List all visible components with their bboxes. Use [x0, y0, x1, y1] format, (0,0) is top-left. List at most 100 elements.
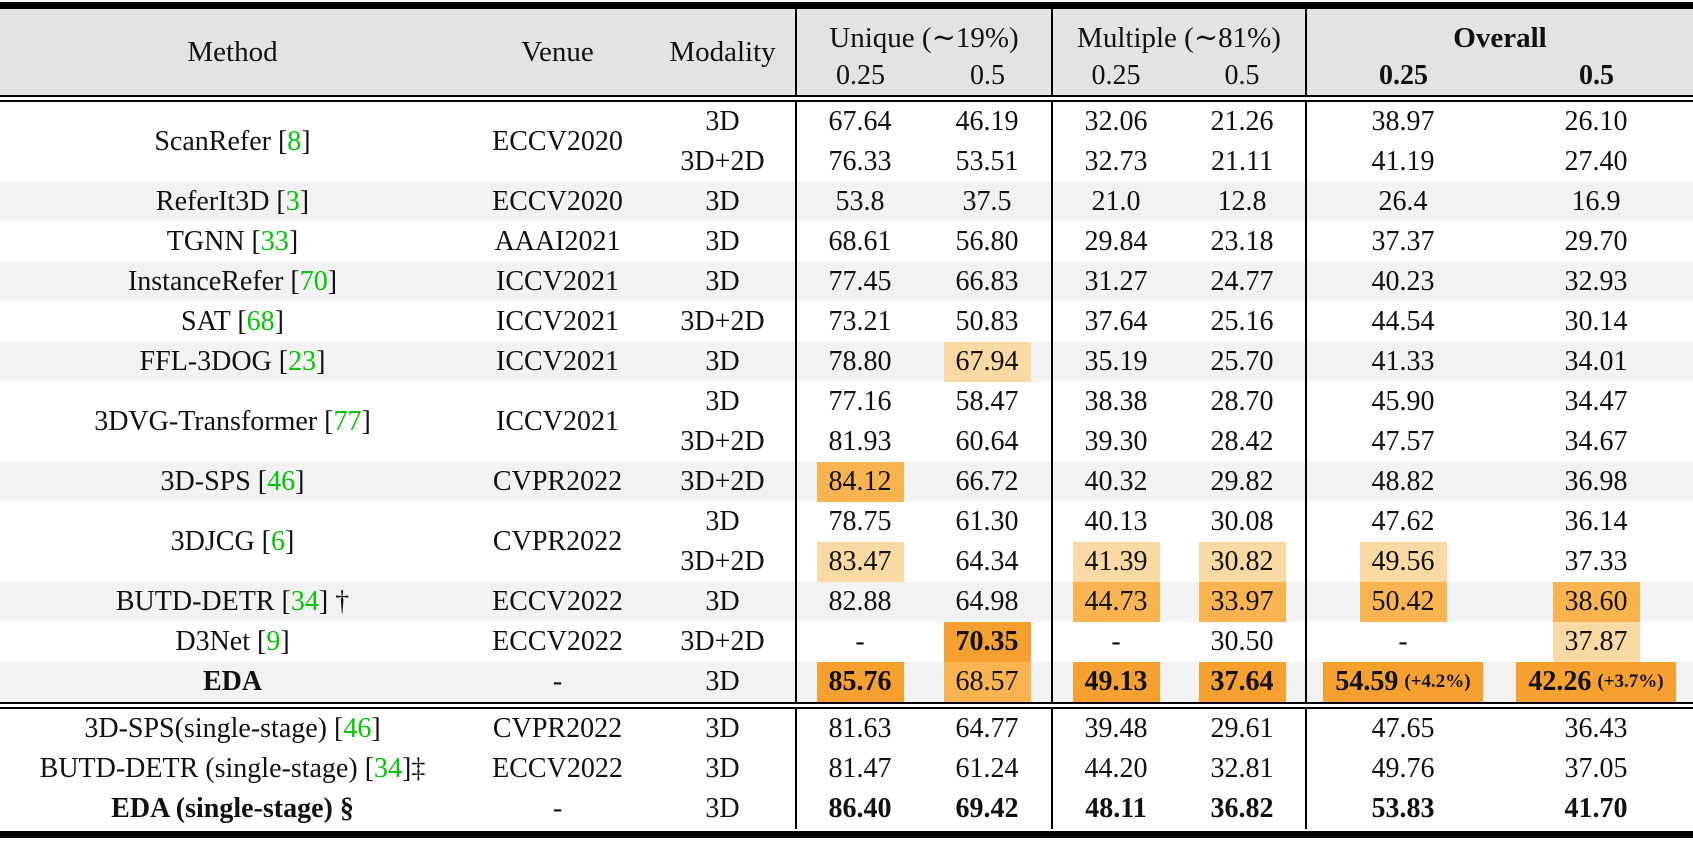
cell-venue: AAAI2021	[494, 226, 621, 257]
cell-value: 26.10	[1564, 106, 1628, 137]
cell-value: 44.73	[1051, 582, 1179, 622]
highlight-box: 38.60	[1552, 582, 1640, 622]
table-subrow: 3D+2D 73.21 50.83 37.64 25.16 44.54 30.14	[650, 302, 1693, 342]
cell-modality: 3D+2D	[680, 146, 765, 177]
highlight-box: 84.12	[816, 462, 904, 502]
highlight-box: 49.13	[1072, 662, 1160, 702]
cell-value: 54.59 (+4.2%)	[1305, 662, 1499, 702]
cell-value: 32.93	[1564, 266, 1628, 297]
col-header-method: Method	[187, 35, 278, 68]
cell-value: 67.94	[923, 342, 1051, 382]
citation-number: 70	[299, 266, 328, 297]
table-row: 3D-SPS(single-stage) [46] CVPR2022 3D 81.63…	[0, 709, 1693, 749]
cell-value: 28.42	[1210, 426, 1274, 457]
cell-value: 58.47	[955, 386, 1019, 417]
col-group-multiple: Multiple (∼81%) 0.25 0.5	[1051, 9, 1305, 95]
cell-value: 84.12	[795, 462, 923, 502]
bottom-rule	[0, 831, 1693, 838]
citation-number: 46	[343, 713, 372, 744]
table-subrow: 3D+2D 83.47 64.34 41.39 30.82 49.56 37.33	[650, 542, 1693, 582]
table-subrow: 3D 67.64 46.19 32.06 21.26 38.97 26.10	[650, 102, 1693, 142]
table-row: SAT [68] ICCV2021 3D+2D 73.21 50.83 37.64 25.1…	[0, 302, 1693, 342]
highlight-box: 70.35	[943, 622, 1031, 662]
cell-value: 53.83	[1305, 789, 1499, 829]
cell-value: 64.34	[955, 546, 1019, 577]
gain-note: (+3.7%)	[1597, 671, 1664, 692]
table-subrow: 3D 77.45 66.83 31.27 24.77 40.23 32.93	[650, 262, 1693, 302]
citation-number: 68	[246, 306, 275, 337]
cell-venue: ECCV2022	[492, 626, 623, 657]
col-group-multiple-label: Multiple (∼81%)	[1077, 22, 1281, 54]
cell-modality: 3D+2D	[680, 546, 765, 577]
cell-value: 26.4	[1305, 182, 1499, 222]
col-header-venue: Venue	[521, 35, 594, 68]
cell-method: FFL-3DOG [23]	[139, 346, 326, 377]
cell-value: 56.80	[955, 226, 1019, 257]
cell-value: 30.14	[1564, 306, 1628, 337]
cell-method: EDA (single-stage) §	[111, 793, 354, 824]
cell-modality: 3D+2D	[680, 306, 765, 337]
cell-venue: ECCV2022	[492, 586, 623, 617]
cell-venue: ICCV2021	[496, 266, 619, 297]
cell-value: 24.77	[1210, 266, 1274, 297]
cell-modality: 3D	[705, 713, 740, 744]
cell-value: 30.82	[1179, 542, 1305, 582]
highlight-box: 85.76	[816, 662, 904, 702]
cell-method: ReferIt3D [3]	[155, 186, 310, 217]
table-row: ScanRefer [8] ECCV2020 3D 67.64 46.19 32.06 21…	[0, 102, 1693, 182]
col-header-overall-05: 0.5	[1579, 60, 1614, 91]
cell-value: 76.33	[795, 142, 923, 182]
highlight-box: 44.73	[1072, 582, 1160, 622]
cell-value: 66.83	[955, 266, 1019, 297]
gain-note: (+4.2%)	[1404, 671, 1471, 692]
table-body-two-stage: ScanRefer [8] ECCV2020 3D 67.64 46.19 32.06 21…	[0, 102, 1693, 702]
cell-value: 36.14	[1564, 506, 1628, 537]
cell-value: 40.23	[1305, 262, 1499, 302]
cell-method: 3DVG-Transformer [77]	[94, 406, 371, 437]
cell-value: 48.82	[1305, 462, 1499, 502]
cell-value: 81.47	[795, 749, 923, 789]
table-subrow: 3D 77.16 58.47 38.38 28.70 45.90 34.47	[650, 382, 1693, 422]
cell-modality: 3D	[705, 266, 740, 297]
cell-value: 29.84	[1051, 222, 1179, 262]
cell-method: D3Net [9]	[175, 626, 290, 657]
table-row: TGNN [33] AAAI2021 3D 68.61 56.80 29.84 23.18 3…	[0, 222, 1693, 262]
cell-value: 37.87	[1499, 622, 1693, 662]
cell-method: EDA	[202, 666, 263, 697]
cell-value: 35.19	[1051, 342, 1179, 382]
cell-venue: ICCV2021	[496, 406, 619, 437]
col-header-multiple-05: 0.5	[1224, 60, 1260, 91]
cell-value: 39.48	[1051, 709, 1179, 749]
cell-value: 44.54	[1305, 302, 1499, 342]
cell-modality: 3D+2D	[680, 426, 765, 457]
highlight-box: 54.59 (+4.2%)	[1323, 662, 1483, 702]
cell-value: 69.42	[955, 793, 1019, 824]
table-row: FFL-3DOG [23] ICCV2021 3D 78.80 67.94 35.19 25…	[0, 342, 1693, 382]
table-subrow: 3D 86.40 69.42 48.11 36.82 53.83 41.70	[650, 789, 1693, 829]
cell-value: 29.61	[1210, 713, 1274, 744]
cell-value: 23.18	[1210, 226, 1274, 257]
cell-value: 45.90	[1305, 382, 1499, 422]
cell-value: 47.62	[1305, 502, 1499, 542]
table-subrow: 3D+2D -70.35-30.50-37.87	[650, 622, 1693, 662]
cell-value: 40.32	[1051, 462, 1179, 502]
cell-value: 37.37	[1305, 222, 1499, 262]
header-rule	[0, 95, 1693, 102]
cell-value: 28.70	[1210, 386, 1274, 417]
cell-venue: -	[552, 793, 563, 824]
cell-value: 64.77	[955, 713, 1019, 744]
table-row: 3DJCG [6] CVPR2022 3D 78.75 61.30 40.13 30.08 4…	[0, 502, 1693, 582]
citation-number: 3	[285, 186, 300, 217]
cell-modality: 3D	[705, 346, 740, 377]
table-row: BUTD-DETR (single-stage) [34]‡ ECCV2022 3D…	[0, 749, 1693, 789]
cell-method: 3D-SPS(single-stage) [46]	[84, 713, 381, 744]
cell-value: 29.70	[1564, 226, 1628, 257]
cell-value: 68.57	[923, 662, 1051, 702]
citation-number: 6	[271, 526, 285, 557]
cell-value: 41.39	[1051, 542, 1179, 582]
cell-value: -	[1051, 622, 1179, 662]
cell-value: 60.64	[955, 426, 1019, 457]
cell-method: SAT [68]	[181, 306, 284, 337]
citation-number: 34	[290, 586, 319, 617]
cell-value: 37.33	[1564, 546, 1628, 577]
